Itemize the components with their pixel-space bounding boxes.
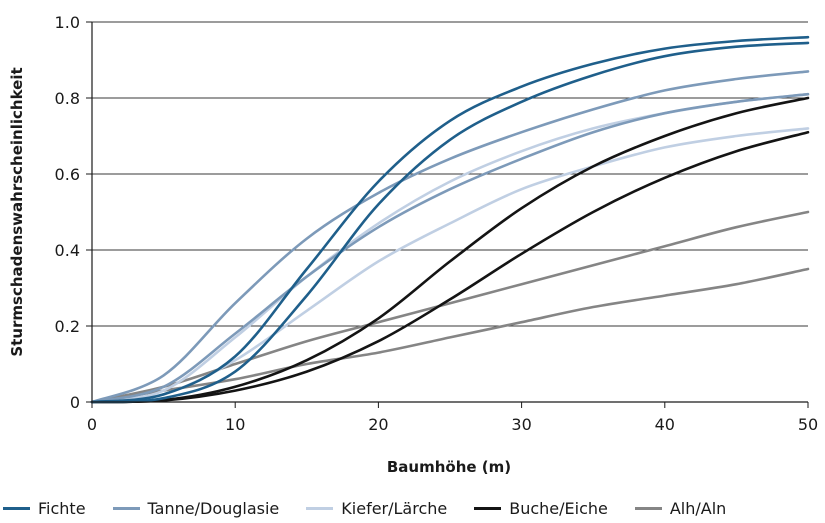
series-line-alh-aln (90, 267, 810, 404)
series-lines (90, 35, 810, 404)
series-line-fichte (90, 35, 810, 404)
series-line-buche-eiche (90, 96, 810, 404)
legend-swatch (306, 506, 334, 510)
x-tick-label: 30 (511, 415, 531, 434)
legend-item: Tanne/Douglasie (112, 498, 280, 518)
legend-swatch (3, 506, 30, 510)
series-line-kiefer-l-rche (90, 127, 810, 404)
legend-label: Kiefer/Lärche (341, 498, 448, 518)
x-tick-label: 10 (225, 415, 245, 434)
y-tick-label: 0.2 (55, 317, 80, 336)
x-tick-label: 40 (655, 415, 675, 434)
x-tick-label: 0 (87, 415, 97, 434)
x-tick-label: 50 (798, 415, 818, 434)
y-tick-label: 0.4 (55, 241, 80, 260)
legend-item: Alh/Aln (634, 498, 727, 518)
legend-label: Tanne/Douglasie (147, 498, 280, 518)
y-tick-label: 0.6 (55, 165, 80, 184)
legend-item: Kiefer/Lärche (306, 499, 447, 518)
y-tick-label: 0 (70, 393, 80, 412)
y-tick-label: 1.0 (55, 13, 80, 32)
series-line-buche-eiche (90, 130, 810, 404)
grid-lines (92, 21, 808, 327)
legend: Fichte Tanne/Douglasie Kiefer/Lärche Buche/… (0, 496, 825, 520)
legend-label: Alh/Aln (669, 498, 727, 518)
legend-item: Buche/Eiche (474, 499, 608, 518)
x-axis-title: Baumhöhe (m) (387, 458, 511, 476)
y-tick-label: 0.8 (55, 89, 80, 108)
legend-swatch (474, 506, 502, 510)
legend-label: Fichte (38, 498, 86, 518)
y-axis-title: Sturmschadenswahrscheinlichkeit (8, 67, 26, 356)
chart: 0 10 20 30 40 50 0 0.2 0.4 0.6 0.8 1.0 Baumhöhe (m)… (8, 13, 819, 476)
x-tick-label: 20 (368, 415, 388, 434)
legend-item: Fichte (3, 499, 86, 518)
series-line-tanne-douglasie (90, 92, 810, 404)
legend-swatch (634, 506, 662, 510)
tick-labels: 0 10 20 30 40 50 0 0.2 0.4 0.6 0.8 1.0 (55, 13, 819, 434)
axes (86, 21, 809, 408)
series-line-fichte (90, 41, 810, 404)
legend-label: Buche/Eiche (509, 498, 608, 518)
series-line-alh-aln (90, 210, 810, 404)
legend-swatch (112, 506, 140, 510)
series-line-tanne-douglasie (90, 70, 810, 404)
